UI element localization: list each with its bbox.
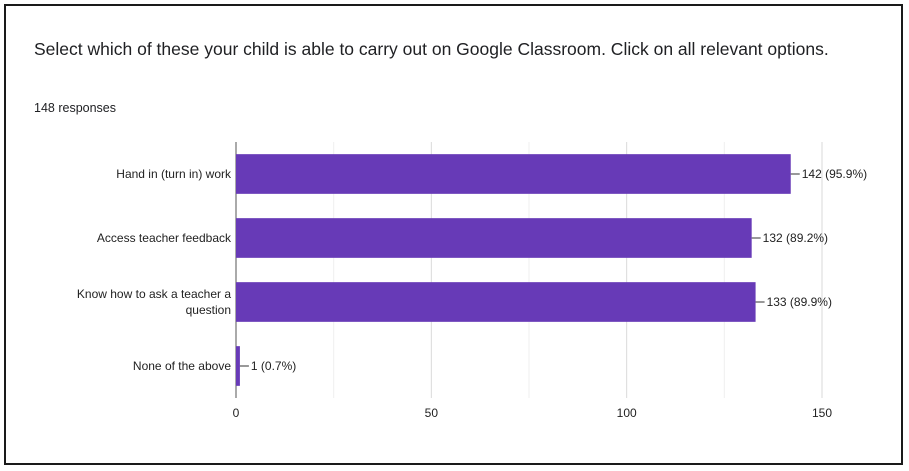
bar[interactable] xyxy=(236,218,752,258)
question-title: Select which of these your child is able… xyxy=(34,39,829,59)
response-count: 148 responses xyxy=(34,101,117,115)
category-label: None of the above xyxy=(133,359,231,373)
value-label: 142 (95.9%) xyxy=(802,167,867,181)
x-tick-label: 50 xyxy=(425,406,439,420)
x-tick-label: 100 xyxy=(617,406,637,420)
labels: 0 50 100 150 142 (95.9%) Hand in (turn in) wo… xyxy=(77,167,867,420)
bar[interactable] xyxy=(236,154,791,194)
bar[interactable] xyxy=(236,282,756,322)
category-label: Hand in (turn in) work xyxy=(116,167,232,181)
value-label: 132 (89.2%) xyxy=(763,231,828,245)
category-label: Know how to ask a teacher a question xyxy=(77,287,231,317)
bar[interactable] xyxy=(236,346,240,386)
category-label: Access teacher feedback xyxy=(97,231,232,245)
x-tick-label: 150 xyxy=(812,406,832,420)
value-label: 1 (0.7%) xyxy=(251,359,296,373)
bars xyxy=(236,154,791,386)
x-tick-label: 0 xyxy=(233,406,240,420)
value-label: 133 (89.9%) xyxy=(767,295,832,309)
